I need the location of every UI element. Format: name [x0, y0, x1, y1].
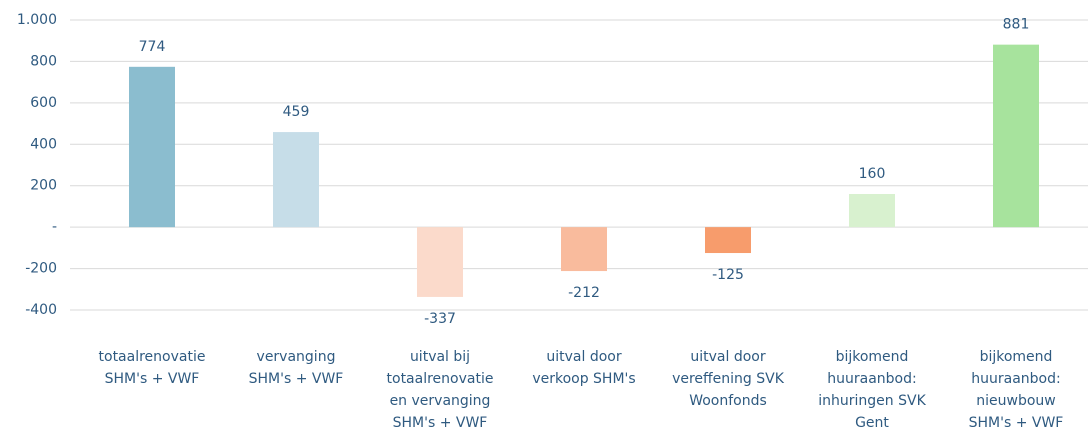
x-tick-label: Gent — [855, 415, 889, 431]
y-tick-label: -200 — [25, 261, 57, 277]
data-label: 160 — [859, 166, 886, 182]
bar — [705, 227, 751, 254]
x-tick-label: huuraanbod: — [827, 371, 916, 387]
y-tick-label: 400 — [30, 136, 57, 152]
x-tick-label: huuraanbod: — [971, 371, 1060, 387]
x-tick-label: en vervanging — [390, 393, 491, 409]
data-label: -212 — [568, 285, 600, 301]
x-tick-label: uitval door — [690, 349, 765, 365]
y-tick-label: - — [52, 219, 57, 235]
x-tick-label: vervanging — [257, 349, 336, 365]
y-tick-label: -400 — [25, 302, 57, 318]
x-tick-label: totaalrenovatie — [387, 371, 494, 387]
y-tick-label: 800 — [30, 53, 57, 69]
bar — [273, 132, 319, 228]
x-tick-label: bijkomend — [980, 349, 1053, 365]
x-tick-label: totaalrenovatie — [99, 349, 206, 365]
x-tick-label: uitval bij — [410, 349, 470, 365]
bar — [993, 44, 1039, 228]
x-tick-label: vereffening SVK — [672, 371, 785, 387]
x-tick-label: inhuringen SVK — [818, 393, 926, 409]
x-tick-label: uitval door — [546, 349, 621, 365]
y-tick-label: 200 — [30, 178, 57, 194]
data-label: 774 — [139, 39, 166, 55]
bar — [849, 194, 895, 228]
x-tick-label: SHM's + VWF — [105, 371, 200, 387]
bar — [561, 227, 607, 272]
data-label: -337 — [424, 311, 456, 327]
data-label: -125 — [712, 267, 744, 283]
y-tick-label: 600 — [30, 95, 57, 111]
x-tick-label: nieuwbouw — [976, 393, 1055, 409]
data-label: 881 — [1003, 17, 1030, 33]
x-tick-label: SHM's + VWF — [249, 371, 344, 387]
bar — [129, 66, 175, 228]
data-label: 459 — [283, 104, 310, 120]
x-tick-label: verkoop SHM's — [532, 371, 635, 387]
x-tick-label: SHM's + VWF — [393, 415, 488, 431]
x-tick-label: Woonfonds — [689, 393, 767, 409]
y-tick-label: 1.000 — [17, 12, 57, 28]
x-tick-label: SHM's + VWF — [969, 415, 1064, 431]
bar — [417, 227, 463, 297]
x-tick-label: bijkomend — [836, 349, 909, 365]
